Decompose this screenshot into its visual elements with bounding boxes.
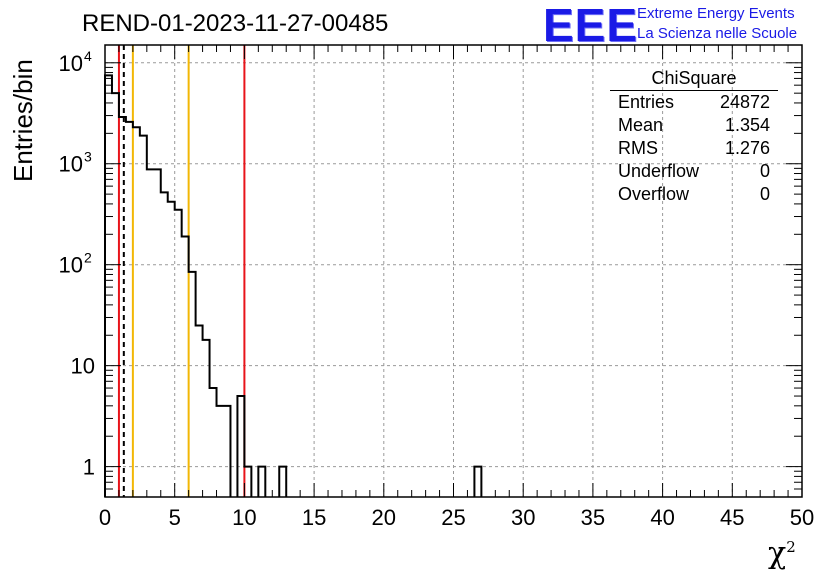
y-tick-label: 10 bbox=[59, 253, 83, 278]
stats-value: 0 bbox=[759, 184, 770, 204]
x-tick-label: 15 bbox=[302, 505, 326, 530]
stats-row: Entries 24872 bbox=[610, 91, 778, 114]
logo-line-1: Extreme Energy Events bbox=[637, 5, 795, 22]
stats-value: 1.276 bbox=[724, 138, 770, 158]
x-tick-label: 40 bbox=[650, 505, 674, 530]
x-tick-label: 30 bbox=[511, 505, 535, 530]
y-tick-exponent: 3 bbox=[84, 149, 92, 165]
y-tick-label: 10 bbox=[59, 152, 83, 177]
grid-lines bbox=[105, 45, 802, 497]
logo-line-2: La Scienza nelle Scuole bbox=[637, 25, 798, 42]
x-tick-label: 35 bbox=[581, 505, 605, 530]
stats-row: RMS 1.276 bbox=[610, 137, 778, 160]
stats-row: Underflow 0 bbox=[610, 160, 778, 183]
stats-row: Overflow 0 bbox=[610, 183, 778, 206]
stats-label: RMS bbox=[618, 138, 658, 158]
x-tick-label: 25 bbox=[441, 505, 465, 530]
x-tick-label: 10 bbox=[232, 505, 256, 530]
stats-value: 24872 bbox=[719, 92, 770, 112]
y-axis-label: Entries/bin bbox=[8, 59, 38, 182]
x-tick-label: 20 bbox=[372, 505, 396, 530]
x-axis-ticks: 0 5 10 15 20 25 30 35 40 45 50 bbox=[99, 45, 814, 530]
y-tick-exponent: 4 bbox=[84, 48, 92, 64]
stats-row: Mean 1.354 bbox=[610, 114, 778, 137]
stats-value: 0 bbox=[759, 161, 770, 181]
x-tick-label: 5 bbox=[169, 505, 181, 530]
y-tick-exponent: 2 bbox=[84, 250, 92, 266]
y-tick-label: 10 bbox=[71, 354, 95, 379]
y-tick-label: 1 bbox=[83, 455, 95, 480]
chart-title: REND-01-2023-11-27-00485 bbox=[82, 10, 389, 37]
stats-title: ChiSquare bbox=[610, 66, 778, 91]
stats-label: Overflow bbox=[618, 184, 690, 204]
x-tick-label: 0 bbox=[99, 505, 111, 530]
stats-label: Entries bbox=[618, 92, 675, 112]
marker-lines bbox=[117, 45, 246, 497]
stats-label: Mean bbox=[618, 115, 664, 135]
x-tick-label: 45 bbox=[720, 505, 744, 530]
y-tick-label: 10 bbox=[59, 51, 83, 76]
eee-logo: EEE bbox=[543, 0, 639, 51]
stats-value: 1.354 bbox=[724, 115, 770, 135]
x-axis-label: χ2 bbox=[768, 536, 796, 571]
histogram-outline bbox=[104, 74, 483, 497]
stats-label: Underflow bbox=[618, 161, 700, 181]
stats-box: ChiSquare Entries 24872 Mean 1.354 RMS 1.276 U… bbox=[610, 66, 778, 206]
x-tick-label: 50 bbox=[790, 505, 814, 530]
